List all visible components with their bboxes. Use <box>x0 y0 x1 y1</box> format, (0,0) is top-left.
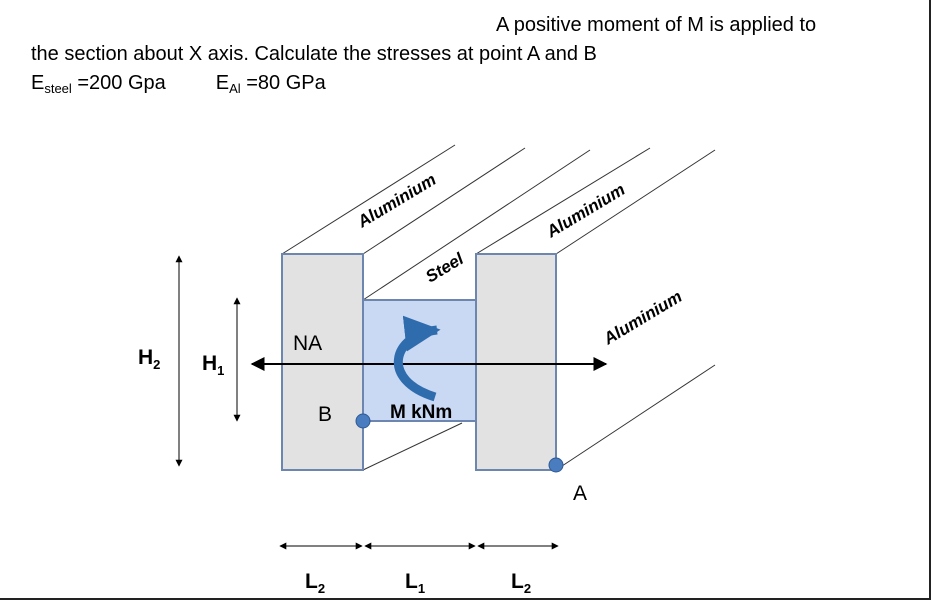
neutral-axis-label: NA <box>293 332 322 355</box>
point-b-marker <box>355 413 371 429</box>
l2-left-label: L2 <box>305 570 325 596</box>
e-steel-value: =200 Gpa <box>71 72 166 94</box>
point-a-label: A <box>573 482 587 505</box>
problem-line-1: A positive moment of M is applied to <box>496 14 817 36</box>
modulus-line: Esteel =200 Gpa EAl =80 GPa <box>31 71 326 101</box>
e-al-symbol: E <box>215 72 230 94</box>
label-aluminium-top-right: Aluminium <box>542 180 628 242</box>
label-steel: Steel <box>422 249 468 287</box>
point-a-marker <box>548 457 564 473</box>
depth-lines <box>281 144 716 471</box>
aluminium-block-right <box>475 253 557 471</box>
e-steel-symbol: E <box>31 72 45 94</box>
label-aluminium-side: Aluminium <box>599 287 685 349</box>
problem-line-2: the section about X axis. Calculate the … <box>31 43 597 65</box>
h2-label: H2 <box>138 346 160 372</box>
h1-label: H1 <box>202 352 224 378</box>
l1-label: L1 <box>405 570 425 596</box>
point-b-label: B <box>318 403 332 426</box>
l2-right-label: L2 <box>511 570 531 596</box>
moment-label: M kNm <box>390 402 452 423</box>
aluminium-block-left <box>281 253 364 471</box>
e-al-subscript: Al <box>229 81 241 96</box>
moment-arrow-icon <box>393 315 441 402</box>
e-steel-subscript: steel <box>44 81 72 96</box>
e-al-value: =80 GPa <box>240 72 326 94</box>
